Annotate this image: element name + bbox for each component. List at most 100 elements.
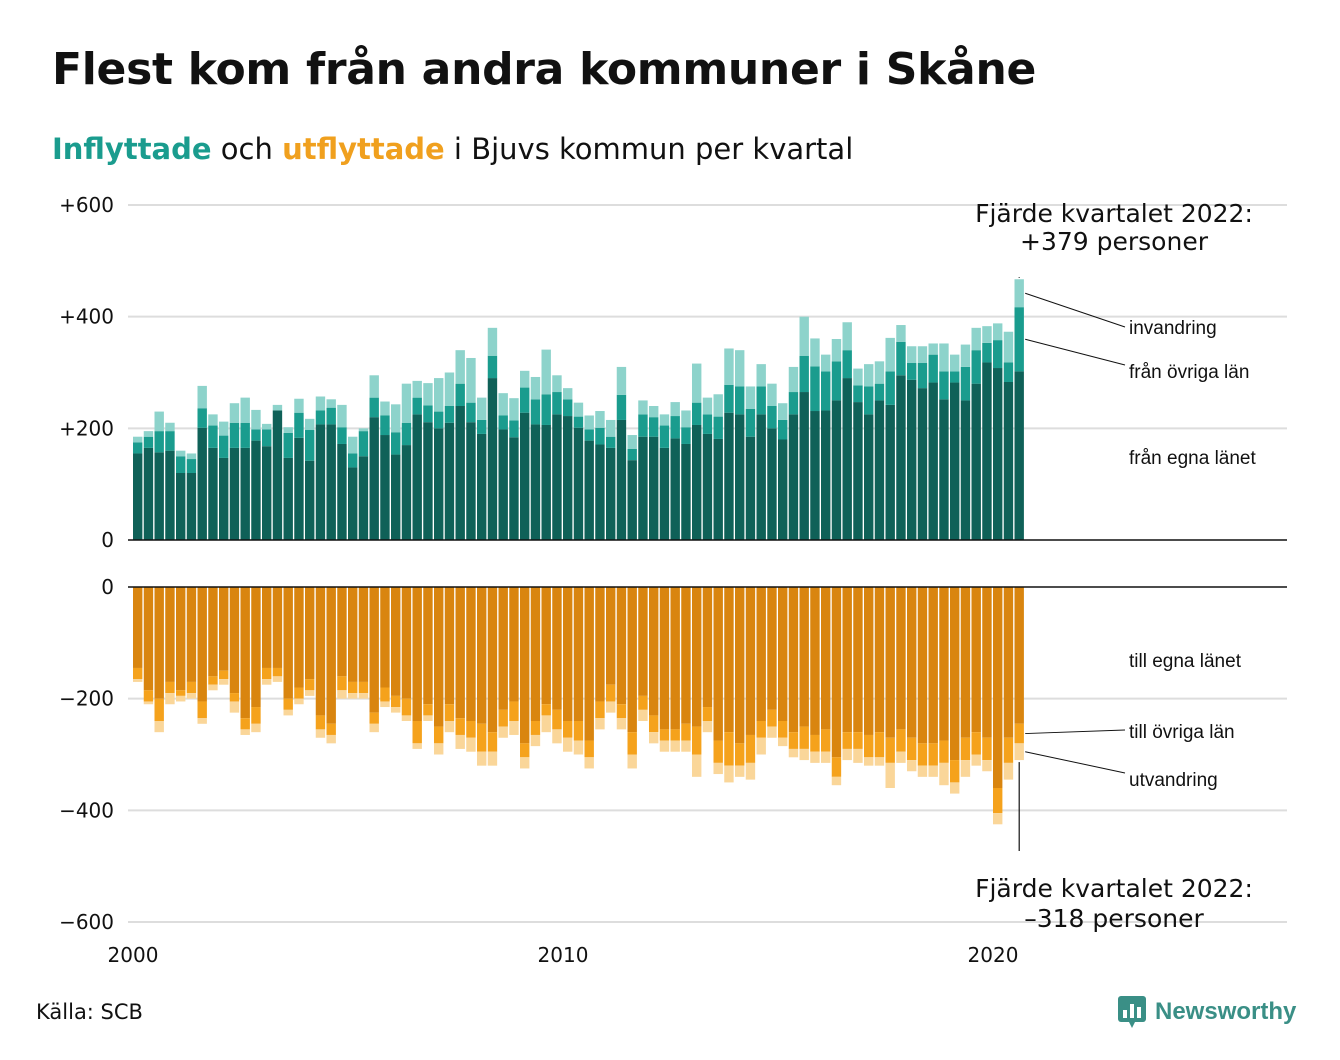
bar-in-egna bbox=[853, 402, 863, 540]
bar-in-invandring bbox=[810, 338, 820, 367]
bar-in-invandring bbox=[401, 383, 412, 423]
series-label-top: från övriga län bbox=[1129, 362, 1249, 383]
bar-out-ovriga bbox=[348, 681, 358, 694]
bar-out-ovriga bbox=[477, 723, 487, 752]
bar-in-egna bbox=[315, 424, 326, 540]
bar-in-ovriga bbox=[423, 405, 433, 423]
bar-in-egna bbox=[337, 443, 347, 540]
bar-in-ovriga bbox=[466, 402, 476, 423]
bar-in-ovriga bbox=[810, 366, 820, 412]
bar-out-egna bbox=[262, 587, 272, 668]
bar-in-invandring bbox=[993, 323, 1003, 341]
bar-in-egna bbox=[681, 443, 691, 540]
migration-chart: 0 +200 +400 +600 0 −200 −400 −600 2000 2010 2020 Fj… bbox=[59, 193, 1287, 967]
bar-out-egna bbox=[305, 587, 315, 680]
bar-out-ovriga bbox=[251, 707, 261, 724]
bar-in-invandring bbox=[520, 370, 530, 388]
bar-in-invandring bbox=[455, 350, 465, 384]
bar-in-ovriga bbox=[960, 366, 971, 401]
bar-in-egna bbox=[552, 414, 562, 541]
bar-in-invandring bbox=[917, 346, 928, 364]
bar-out-egna bbox=[939, 587, 949, 741]
series-label-top: från egna länet bbox=[1129, 448, 1256, 469]
bar-in-invandring bbox=[595, 411, 605, 428]
bar-in-ovriga bbox=[369, 397, 379, 418]
bar-in-ovriga bbox=[520, 387, 530, 413]
bar-out-utvandring bbox=[745, 762, 756, 780]
bar-in-invandring bbox=[928, 343, 938, 355]
bar-out-utvandring bbox=[358, 693, 369, 699]
bar-in-egna bbox=[982, 362, 992, 540]
bar-out-egna bbox=[509, 587, 519, 702]
bar-in-egna bbox=[756, 414, 766, 541]
bar-out-egna bbox=[993, 587, 1003, 788]
bar-out-ovriga bbox=[960, 737, 971, 761]
bar-out-egna bbox=[498, 587, 508, 710]
bar-out-ovriga bbox=[971, 732, 981, 755]
bar-out-ovriga bbox=[197, 701, 207, 719]
bar-out-ovriga bbox=[498, 709, 508, 727]
bar-in-invandring bbox=[315, 396, 326, 411]
bar-out-ovriga bbox=[702, 707, 713, 721]
bar-in-ovriga bbox=[595, 427, 605, 445]
bar-out-utvandring bbox=[251, 723, 261, 733]
bar-out-utvandring bbox=[810, 751, 820, 763]
bar-in-ovriga bbox=[154, 431, 164, 453]
bar-out-ovriga bbox=[778, 721, 788, 738]
bar-in-invandring bbox=[186, 453, 197, 460]
subtitle-och: och bbox=[211, 132, 283, 166]
bar-in-ovriga bbox=[240, 422, 250, 448]
bar-out-utvandring bbox=[133, 679, 143, 682]
bar-out-utvandring bbox=[864, 757, 874, 766]
bar-out-ovriga bbox=[434, 726, 444, 744]
bar-in-egna bbox=[885, 404, 895, 540]
bar-out-utvandring bbox=[262, 679, 272, 685]
bar-in-egna bbox=[971, 383, 981, 540]
bar-in-egna bbox=[369, 417, 379, 540]
bar-out-ovriga bbox=[520, 743, 530, 758]
bar-in-invandring bbox=[939, 343, 949, 372]
bar-out-utvandring bbox=[971, 754, 981, 766]
bar-out-utvandring bbox=[788, 748, 799, 758]
bar-out-ovriga bbox=[412, 721, 422, 744]
bar-in-invandring bbox=[305, 418, 315, 431]
bar-in-ovriga bbox=[971, 350, 981, 384]
bar-in-invandring bbox=[907, 346, 917, 364]
bar-out-ovriga bbox=[745, 734, 756, 763]
bar-in-egna bbox=[627, 460, 637, 540]
bar-out-egna bbox=[283, 587, 293, 699]
bar-out-ovriga bbox=[208, 676, 218, 685]
bar-out-egna bbox=[864, 587, 874, 735]
bar-out-utvandring bbox=[659, 740, 670, 752]
bar-in-ovriga bbox=[756, 386, 766, 415]
bar-in-egna bbox=[251, 440, 261, 540]
bar-out-utvandring bbox=[982, 760, 992, 772]
bar-in-ovriga bbox=[348, 453, 358, 468]
bar-out-utvandring bbox=[713, 762, 723, 775]
bar-out-utvandring bbox=[724, 765, 734, 783]
bar-in-invandring bbox=[584, 415, 594, 430]
bar-in-ovriga bbox=[584, 429, 594, 441]
bar-in-egna bbox=[563, 416, 573, 540]
bar-in-ovriga bbox=[928, 354, 938, 383]
xtick-label: 2010 bbox=[538, 943, 589, 967]
bar-out-utvandring bbox=[1003, 762, 1014, 780]
bar-out-egna bbox=[348, 587, 358, 682]
bar-in-invandring bbox=[745, 386, 756, 409]
bar-out-egna bbox=[1014, 587, 1024, 724]
bar-out-utvandring bbox=[391, 707, 401, 713]
bar-out-ovriga bbox=[692, 726, 702, 755]
bar-in-egna bbox=[735, 414, 745, 541]
bar-in-invandring bbox=[251, 409, 261, 430]
bar-out-utvandring bbox=[219, 679, 229, 685]
bar-out-egna bbox=[197, 587, 207, 702]
bar-in-egna bbox=[305, 460, 315, 540]
bar-out-ovriga bbox=[681, 723, 691, 741]
bar-in-egna bbox=[831, 400, 842, 540]
bar-in-egna bbox=[778, 439, 788, 540]
bar-in-egna bbox=[670, 438, 680, 540]
bar-in-egna bbox=[272, 410, 283, 540]
bar-out-utvandring bbox=[702, 721, 713, 733]
bar-out-ovriga bbox=[283, 698, 293, 710]
bar-in-egna bbox=[874, 400, 885, 540]
